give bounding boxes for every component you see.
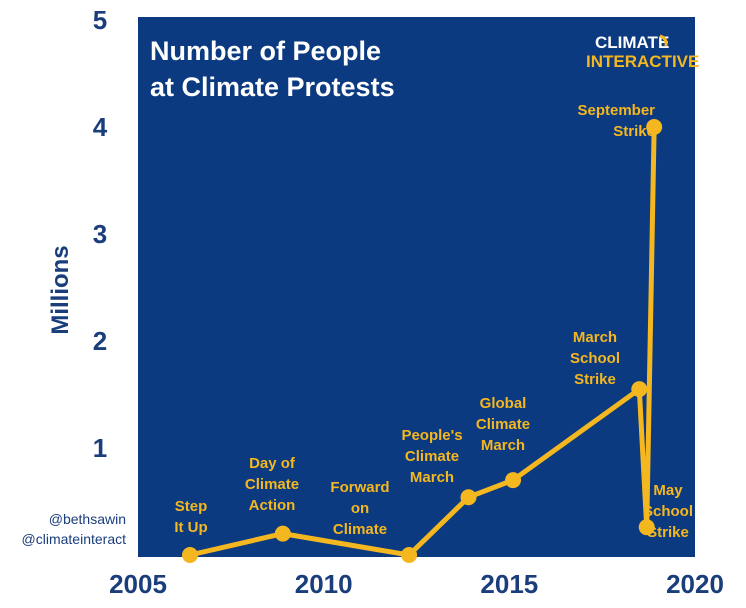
chart-title-line-1: Number of People (150, 36, 381, 66)
y-tick-label: 1 (93, 433, 107, 463)
annotation-label: Step It Up (174, 498, 207, 536)
annotation-line: Strike (613, 123, 655, 140)
x-tick-label: 2015 (480, 569, 538, 599)
annotation-line: May (653, 482, 683, 499)
annotation-line: Step (175, 498, 208, 515)
data-point (638, 519, 655, 536)
data-point (646, 119, 663, 135)
annotation-line: Climate (405, 448, 459, 465)
x-tick-label: 2020 (666, 569, 724, 599)
annotation-line: It Up (174, 519, 207, 536)
logo-text-interactive: INTERACTIVE (586, 52, 699, 71)
y-tick-labels: 1 2 3 4 5 (93, 5, 108, 463)
annotation-line: March (481, 437, 525, 454)
annotation-line: Action (249, 497, 296, 514)
annotation-label: People's Climate March (401, 427, 462, 486)
plot-area (138, 17, 695, 557)
annotation-label: May School Strike (643, 482, 693, 541)
annotation-label: Day of Climate Action (245, 455, 299, 514)
annotation-line: Climate (245, 476, 299, 493)
x-tick-labels: 2005 2010 2015 2020 (109, 569, 724, 599)
annotation-line: Climate (333, 521, 387, 538)
handle-bethsawin: @bethsawin (49, 511, 126, 527)
annotation-line: March (573, 329, 617, 346)
annotation-line: School (570, 350, 620, 367)
data-point (631, 381, 648, 398)
protest-series-line (189, 126, 657, 558)
annotation-line: School (643, 503, 693, 520)
annotation-line: Climate (476, 416, 530, 433)
annotation-label: March School Strike (570, 329, 620, 388)
annotation-line: Forward (330, 479, 389, 496)
annotation-line: Strike (647, 524, 689, 541)
annotation-line: Strike (574, 371, 616, 388)
annotation-label: Forward on Climate (330, 479, 389, 538)
annotation-line: People's (401, 427, 462, 444)
y-tick-label: 3 (93, 219, 107, 249)
climate-interactive-logo: CLIMATE INTERACTIVE (586, 33, 699, 71)
y-tick-label: 2 (93, 326, 107, 356)
y-tick-label: 5 (93, 5, 107, 35)
data-point (401, 547, 418, 563)
event-annotations: Step It Up Day of Climate Action Forward on Cli… (174, 102, 693, 541)
annotation-line: Day of (249, 455, 296, 472)
annotation-label: Global Climate March (476, 395, 530, 454)
handle-climateinteract: @climateinteract (22, 531, 127, 547)
annotation-line: March (410, 469, 454, 486)
annotation-line: on (351, 500, 369, 517)
y-axis-label: Millions (47, 245, 74, 334)
y-tick-label: 4 (93, 112, 108, 142)
annotation-line: Global (480, 395, 527, 412)
data-point (274, 525, 291, 542)
data-point (181, 547, 198, 563)
chart-title-line-2: at Climate Protests (150, 72, 395, 102)
data-point (505, 472, 522, 489)
annotation-label: September Strike (577, 102, 655, 140)
logo-arc-icon (659, 34, 668, 47)
annotation-line: September (577, 102, 655, 119)
data-points (181, 119, 663, 563)
x-tick-label: 2010 (295, 569, 353, 599)
logo-text-climate: CLIMATE (595, 33, 669, 52)
data-point (460, 489, 477, 506)
x-tick-label: 2005 (109, 569, 167, 599)
